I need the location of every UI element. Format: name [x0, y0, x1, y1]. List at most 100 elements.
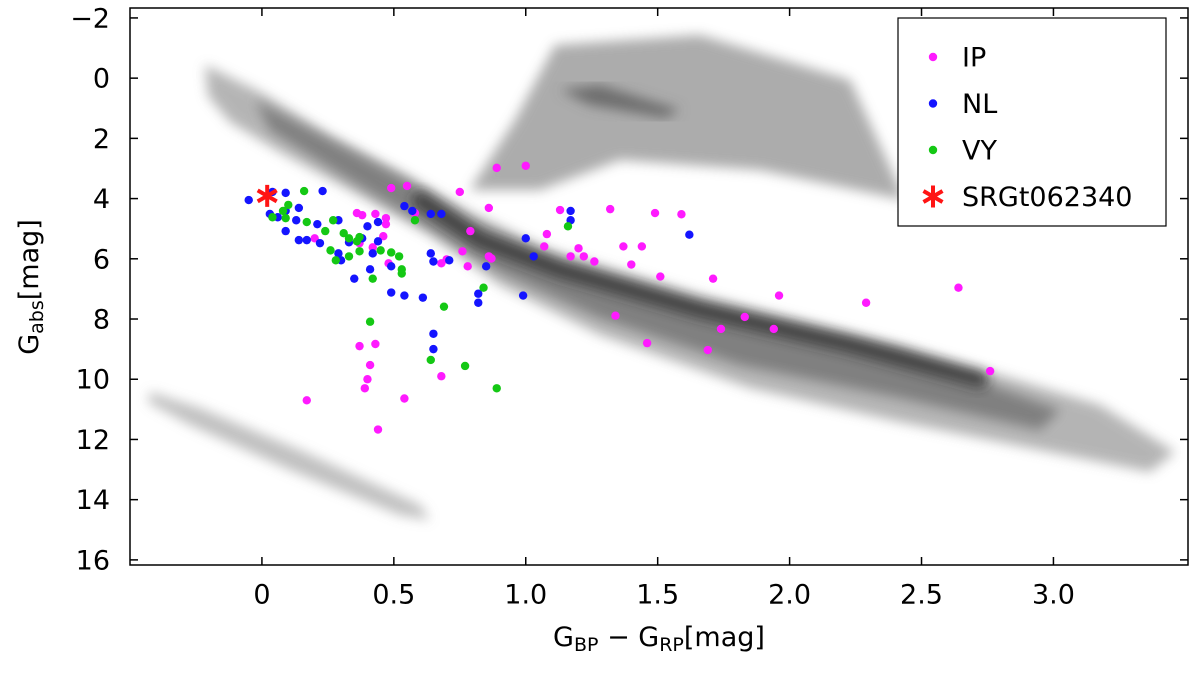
point	[302, 235, 311, 245]
point	[418, 293, 428, 302]
point	[344, 234, 354, 243]
point	[355, 247, 364, 256]
point	[542, 229, 552, 239]
point	[387, 183, 396, 193]
point	[368, 274, 377, 283]
point	[408, 206, 417, 216]
point	[360, 384, 370, 393]
point	[365, 265, 375, 274]
point	[619, 242, 628, 251]
point	[371, 339, 380, 349]
point	[426, 355, 435, 365]
point	[318, 186, 327, 196]
point	[656, 272, 665, 281]
y-tick-label: −2	[70, 3, 110, 34]
legend-swatch	[928, 52, 938, 62]
y-tick-label: 4	[93, 184, 110, 215]
point	[429, 344, 438, 354]
point	[740, 312, 749, 322]
point	[387, 288, 396, 297]
point	[574, 244, 583, 253]
point	[492, 163, 501, 173]
point	[954, 283, 963, 292]
point	[769, 324, 778, 334]
point	[484, 252, 494, 261]
point	[284, 200, 293, 210]
background-stars	[148, 35, 1175, 520]
point	[611, 311, 620, 320]
y-tick-label: 12	[76, 425, 110, 456]
point	[294, 235, 304, 245]
point	[344, 252, 354, 261]
point	[774, 291, 784, 300]
point	[387, 262, 396, 271]
point	[363, 222, 372, 231]
point	[373, 237, 383, 246]
y-axis-label: Gabs[mag]	[14, 219, 48, 355]
point	[642, 338, 652, 348]
point	[540, 242, 549, 251]
y-label-sub: abs	[26, 300, 48, 334]
point	[402, 181, 412, 191]
plot-frame	[129, 7, 1189, 566]
point	[716, 324, 726, 334]
point	[326, 246, 335, 255]
point	[458, 247, 467, 256]
point	[397, 269, 406, 278]
point	[368, 243, 377, 252]
point	[985, 366, 995, 376]
point	[861, 298, 871, 307]
point	[529, 252, 538, 261]
x-tick-label: 1.0	[504, 580, 547, 611]
point	[521, 161, 530, 170]
point	[484, 203, 494, 213]
point	[445, 256, 454, 265]
point	[474, 298, 483, 307]
point	[460, 361, 470, 371]
point	[321, 226, 330, 236]
point	[357, 210, 367, 220]
x-tick-label: 0	[253, 580, 270, 611]
x-label-sub: RP	[659, 634, 684, 656]
point	[294, 203, 304, 213]
points	[244, 161, 995, 434]
point	[350, 274, 359, 283]
point	[429, 329, 438, 338]
point	[313, 219, 322, 229]
point	[394, 252, 404, 261]
point	[426, 249, 435, 258]
point	[331, 256, 340, 265]
point	[299, 186, 309, 196]
x-label-part: [mag]	[684, 622, 765, 653]
y-tick-label: 2	[93, 124, 110, 155]
point	[302, 396, 311, 405]
point	[579, 252, 589, 261]
point	[355, 232, 364, 242]
point	[555, 205, 565, 215]
star-marker	[256, 184, 278, 207]
point	[605, 204, 615, 214]
point	[281, 188, 290, 198]
point	[439, 302, 449, 311]
point	[400, 201, 409, 211]
point	[455, 187, 465, 197]
point	[355, 341, 364, 351]
point	[637, 242, 647, 251]
ticks: 0 0.5 1.0 1.5 2.0 2.5 3.0 −2 0 2 4 6 8 10 12 14 16	[70, 3, 1188, 611]
point	[429, 257, 438, 266]
point	[373, 425, 383, 434]
x-axis-label: GBP − GRP[mag]	[553, 622, 765, 656]
legend-label: VY	[962, 136, 997, 167]
y-tick-label: 14	[76, 485, 110, 516]
point	[400, 394, 409, 403]
point	[466, 226, 475, 236]
point	[381, 219, 391, 229]
point	[363, 375, 372, 384]
point	[590, 257, 599, 266]
point	[492, 384, 501, 393]
point	[518, 291, 528, 300]
point	[521, 234, 530, 243]
x-label-part: − G	[598, 622, 659, 653]
point	[365, 360, 375, 370]
